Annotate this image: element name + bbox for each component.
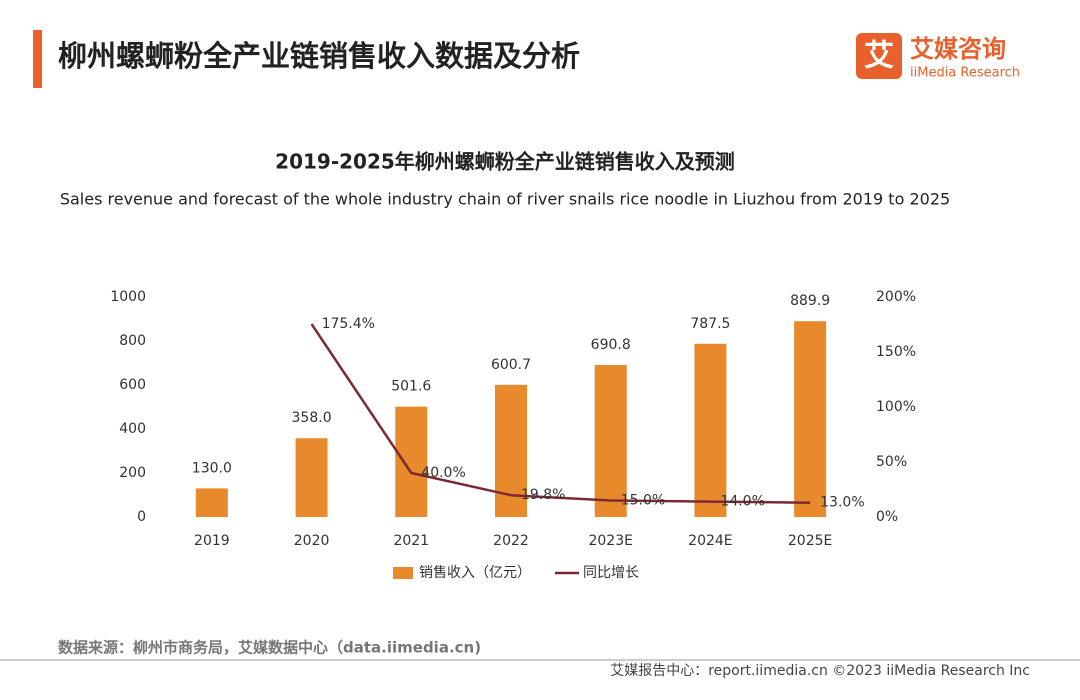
- logo-glyph: 艾: [864, 39, 894, 74]
- bar: [195, 488, 228, 517]
- bar-value-label: 600.7: [491, 357, 531, 373]
- bar-value-label: 787.5: [690, 316, 730, 332]
- y-tick-label: 600: [119, 377, 146, 393]
- x-tick-label: 2022: [493, 533, 529, 549]
- y-tick-label: 400: [119, 421, 146, 437]
- line-value-label: 175.4%: [322, 316, 375, 332]
- line-value-label: 15.0%: [621, 493, 665, 509]
- y-tick-label: 800: [119, 333, 146, 349]
- y-tick-label: 0: [137, 509, 146, 525]
- bar-value-label: 130.0: [192, 460, 232, 476]
- bar: [395, 406, 428, 517]
- x-tick-label: 2021: [393, 533, 429, 549]
- bar-value-label: 358.0: [292, 410, 332, 426]
- line-value-label: 14.0%: [720, 494, 764, 510]
- legend-label: 销售收入（亿元）: [419, 565, 531, 581]
- header-accent: [33, 30, 42, 88]
- y2-tick-label: 0%: [876, 509, 898, 525]
- line-value-label: 40.0%: [421, 465, 465, 481]
- legend-swatch: [393, 567, 413, 579]
- x-tick-label: 2025E: [788, 533, 832, 549]
- bar-value-label: 501.6: [391, 379, 431, 395]
- y2-tick-label: 150%: [876, 344, 916, 360]
- y2-tick-label: 100%: [876, 399, 916, 415]
- bar-value-label: 889.9: [790, 293, 830, 309]
- logo-en: iiMedia Research: [910, 66, 1020, 81]
- bar: [694, 343, 727, 517]
- line-value-label: 13.0%: [820, 495, 864, 511]
- y2-tick-label: 200%: [876, 289, 916, 305]
- growth-line: [310, 323, 811, 504]
- y-tick-label: 200: [119, 465, 146, 481]
- logo-cn: 艾媒咨询: [910, 35, 1006, 63]
- bar-value-label: 690.8: [591, 337, 631, 353]
- bar: [594, 365, 627, 517]
- source: 数据来源：柳州市商务局，艾媒数据中心（data.iimedia.cn): [58, 639, 481, 657]
- x-tick-label: 2023E: [588, 533, 632, 549]
- copyright: 艾媒报告中心：report.iimedia.cn ©2023 iiMedia R…: [610, 663, 1030, 679]
- chart-subtitle: Sales revenue and forecast of the whole …: [60, 190, 950, 209]
- y2-tick-label: 50%: [876, 454, 907, 470]
- x-tick-label: 2020: [294, 533, 330, 549]
- chart-title: 2019-2025年柳州螺蛳粉全产业链销售收入及预测: [275, 150, 735, 174]
- page-title: 柳州螺蛳粉全产业链销售收入数据及分析: [58, 39, 580, 73]
- bar: [295, 438, 328, 517]
- logo-icon: [856, 33, 902, 79]
- x-tick-label: 2024E: [688, 533, 732, 549]
- x-tick-label: 2019: [194, 533, 230, 549]
- line-value-label: 19.8%: [521, 487, 565, 503]
- y-tick-label: 1000: [110, 289, 146, 305]
- bar: [794, 321, 827, 517]
- legend-label: 同比增长: [583, 565, 639, 581]
